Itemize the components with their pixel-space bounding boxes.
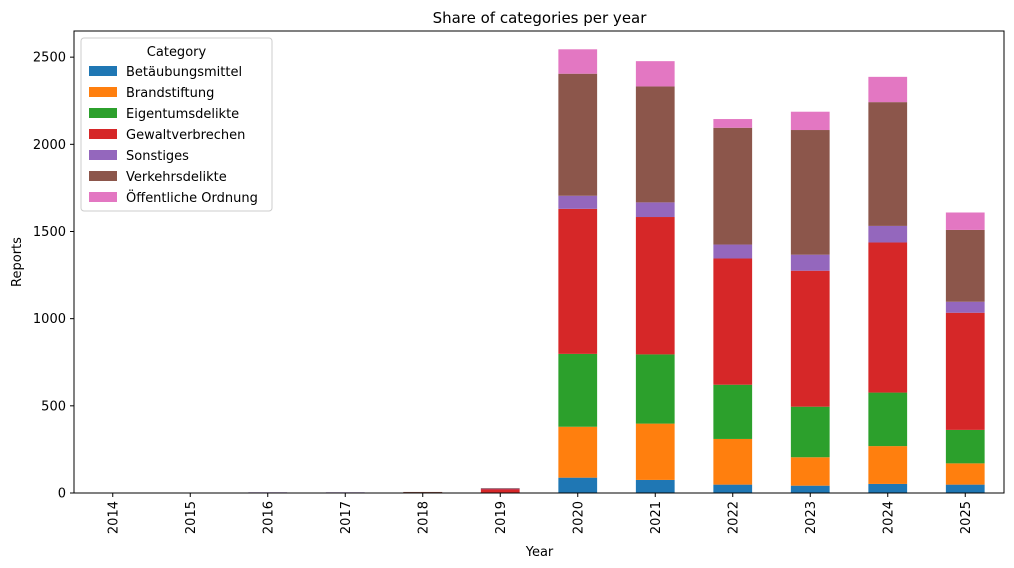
bar-segment xyxy=(790,457,830,486)
legend-label: Sonstiges xyxy=(126,149,189,164)
bar-segment xyxy=(403,491,443,493)
bar-segment xyxy=(868,76,908,103)
x-tick-label: 2016 xyxy=(261,501,276,534)
bar-segment xyxy=(480,488,520,490)
y-tick-label: 500 xyxy=(41,399,66,414)
legend-swatch xyxy=(89,87,117,97)
legend: Category Betäubungsmittel Brandstiftung Eig… xyxy=(80,37,273,212)
x-tick-label: 2017 xyxy=(339,501,354,534)
bar-segment xyxy=(945,484,985,493)
bar-segment xyxy=(790,485,830,493)
y-tick-label: 0 xyxy=(58,487,66,502)
bar-segment xyxy=(558,426,598,478)
bar-segment xyxy=(635,86,675,203)
x-tick-label: 2015 xyxy=(184,501,199,534)
bar-segment xyxy=(635,479,675,493)
x-tick-label: 2021 xyxy=(649,501,664,534)
bar-segment xyxy=(868,392,908,447)
bar-segment xyxy=(558,477,598,493)
bar-segment xyxy=(480,488,520,493)
bar-segment xyxy=(635,354,675,424)
bar-segment xyxy=(790,254,830,271)
bar-segment xyxy=(558,73,598,196)
y-axis-label: Reports xyxy=(10,237,25,287)
bar-segment xyxy=(635,61,675,87)
legend-label: Eigentumsdelikte xyxy=(126,107,239,122)
y-tick-label: 2000 xyxy=(33,138,66,153)
bar-segment xyxy=(868,242,908,393)
legend-box xyxy=(80,37,273,212)
x-tick-label: 2022 xyxy=(726,501,741,534)
x-tick-label: 2018 xyxy=(416,501,431,534)
legend-title: Category xyxy=(147,45,207,60)
y-axis: 0 500 1000 1500 2000 2500 xyxy=(33,51,74,502)
bar-segment xyxy=(558,353,598,427)
bar-segment xyxy=(713,119,753,128)
chart-title: Share of categories per year xyxy=(433,9,648,27)
bar-segment xyxy=(945,229,985,302)
x-tick-label: 2023 xyxy=(804,501,819,534)
bar-segment xyxy=(945,312,985,430)
bar-segment xyxy=(713,438,753,485)
x-tick-label: 2014 xyxy=(106,501,121,534)
legend-swatch xyxy=(89,150,117,160)
bar-segment xyxy=(713,244,753,259)
legend-label: Verkehrsdelikte xyxy=(126,170,227,185)
x-axis: 2014 2015 2016 2017 2018 2019 2020 2021 2022 2023… xyxy=(106,493,974,534)
x-tick-label: 2020 xyxy=(571,501,586,534)
y-tick-label: 1500 xyxy=(33,225,66,240)
legend-label: Brandstiftung xyxy=(126,86,214,101)
bar-segment xyxy=(790,130,830,255)
bar-segment xyxy=(558,195,598,209)
x-tick-label: 2025 xyxy=(959,501,974,534)
x-tick-label: 2019 xyxy=(494,501,509,534)
legend-label: Betäubungsmittel xyxy=(126,65,242,80)
x-axis-label: Year xyxy=(525,545,554,560)
bar-segment xyxy=(635,202,675,218)
plot-frame xyxy=(73,30,1005,494)
bar-segment xyxy=(790,270,830,407)
bar-segment xyxy=(635,217,675,355)
legend-swatch xyxy=(89,66,117,76)
bar-segment xyxy=(480,488,520,489)
bar-segment xyxy=(713,258,753,385)
bar-segment xyxy=(868,446,908,484)
bar-segment xyxy=(713,127,753,245)
bar-segment xyxy=(713,484,753,493)
bars-layer xyxy=(93,49,985,494)
y-tick-label: 2500 xyxy=(33,51,66,66)
bar-segment xyxy=(790,111,830,131)
legend-label: Öffentliche Ordnung xyxy=(126,189,258,206)
legend-swatch xyxy=(89,108,117,118)
bar-segment xyxy=(558,49,598,74)
y-tick-label: 1000 xyxy=(33,312,66,327)
bar-segment xyxy=(945,301,985,313)
legend-label: Gewaltverbrechen xyxy=(126,128,245,143)
bar-segment xyxy=(945,429,985,464)
bar-segment xyxy=(945,212,985,230)
bar-segment xyxy=(790,406,830,458)
bar-segment xyxy=(868,483,908,493)
bar-segment xyxy=(868,102,908,226)
bar-segment xyxy=(945,463,985,485)
bar-segment xyxy=(868,225,908,243)
bar-segment xyxy=(713,384,753,439)
legend-swatch xyxy=(89,129,117,139)
legend-swatch xyxy=(89,171,117,181)
bar-segment xyxy=(635,423,675,480)
x-tick-label: 2024 xyxy=(881,501,896,534)
bar-segment xyxy=(558,208,598,354)
legend-swatch xyxy=(89,192,117,202)
